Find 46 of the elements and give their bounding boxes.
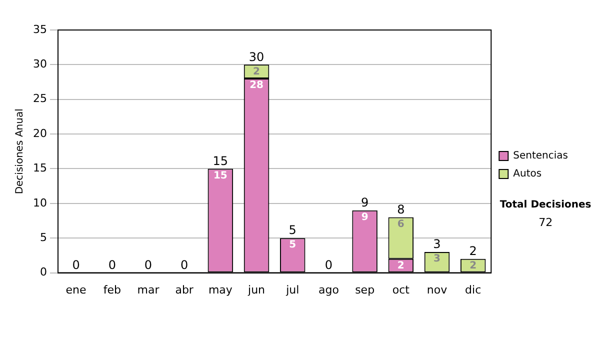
data-label: 9 [361, 212, 368, 223]
x-tick-label: ago [318, 283, 340, 296]
data-label: 2 [397, 260, 404, 272]
y-tick-label: 10 [32, 196, 47, 210]
x-tick-label: dic [465, 283, 482, 296]
x-tick-label: jun [247, 283, 266, 296]
x-tick-label: sep [355, 283, 375, 296]
y-tick-label: 35 [32, 22, 47, 36]
legend-label: Sentencias [513, 150, 568, 162]
text: Total Decisiones [500, 200, 592, 211]
y-tick-label: 15 [32, 162, 47, 175]
x-tick-label: ene [66, 283, 87, 296]
data-label: 5 [289, 240, 296, 251]
total-label: 0 [324, 258, 333, 272]
y-axis-title: Decisiones Anual [14, 108, 26, 194]
data-label: 28 [250, 80, 264, 92]
total-label: 30 [248, 50, 264, 64]
data-label: 3 [434, 254, 441, 265]
total-label: 15 [212, 154, 228, 168]
text: 72 [538, 216, 553, 229]
y-tick-label: 5 [40, 230, 47, 244]
x-tick-label: oct [392, 283, 410, 296]
x-tick-label: jul [285, 283, 300, 296]
x-tick-label: abr [175, 283, 194, 296]
total-label: 0 [144, 258, 152, 272]
total-label: 2 [469, 244, 477, 258]
x-tick-label: nov [426, 283, 448, 296]
y-tick-label: 25 [32, 92, 47, 106]
y-tick-label: 20 [32, 126, 47, 140]
total-label: 0 [108, 258, 116, 272]
total-label: 5 [288, 223, 296, 238]
x-tick-label: feb [103, 283, 121, 296]
x-tick-label: may [208, 283, 233, 296]
legend-label: Autos [513, 168, 542, 180]
total-label: 8 [397, 202, 405, 216]
data-label: 15 [213, 170, 228, 182]
y-tick-label: 0 [40, 266, 47, 279]
total-label: 9 [360, 195, 369, 210]
data-label: 2 [470, 260, 477, 272]
total-label: 0 [72, 258, 80, 272]
total-label: 3 [433, 237, 441, 252]
data-label: 6 [397, 218, 404, 230]
y-tick-label: 30 [32, 58, 47, 71]
data-label: 2 [253, 66, 260, 78]
total-label: 0 [180, 258, 188, 272]
x-tick-label: mar [137, 283, 160, 296]
